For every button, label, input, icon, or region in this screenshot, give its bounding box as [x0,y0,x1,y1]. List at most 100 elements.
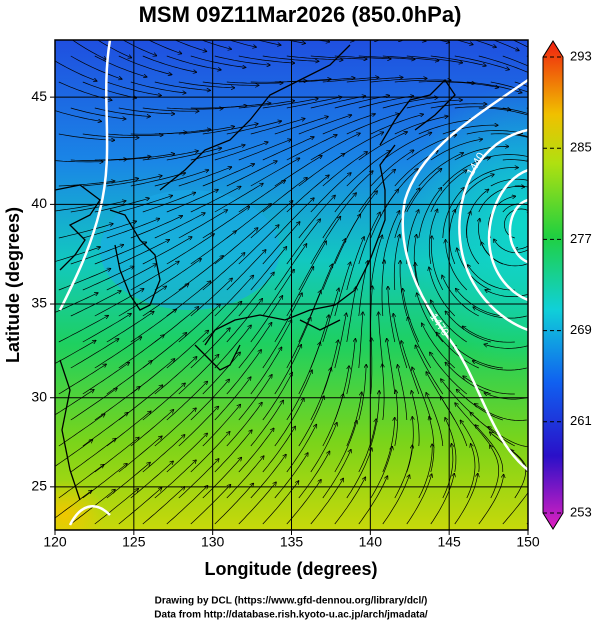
streamline [238,323,272,369]
streamline [322,152,367,187]
streamline [142,107,199,111]
streamline [346,77,403,83]
streamline [106,411,151,447]
streamline [214,483,254,525]
streamline [310,315,329,369]
streamline [82,413,128,447]
streamline [214,325,251,369]
streamline [70,339,119,369]
streamline [262,270,294,317]
y-tick-label: 45 [31,88,47,104]
streamline [475,425,504,473]
streamline [94,55,147,77]
streamline [346,40,354,41]
field: 1440 1470 [55,30,528,530]
streamline [488,427,528,448]
streamline [250,247,287,291]
streamline [262,320,292,369]
streamline [202,302,242,343]
streamline [454,55,509,70]
streamline [166,108,223,109]
streamline [454,474,478,525]
streamline [142,333,187,369]
streamline [398,365,408,421]
y-tick-label: 25 [31,478,47,494]
streamline [394,188,420,239]
streamline [382,55,439,61]
streamline [358,419,376,473]
streamline [286,219,321,265]
streamline [154,307,199,343]
y-axis-label: Latitude (degrees) [3,207,23,363]
streamline [346,151,390,187]
streamline [484,342,528,349]
streamline [226,121,281,135]
streamline [430,55,486,66]
streamline [82,314,131,343]
streamline [406,55,463,63]
colorbar-label: 293 [570,48,592,63]
streamline [412,367,432,421]
streamline [130,461,173,499]
streamline [358,312,363,369]
streamline [430,104,487,109]
streamline [118,488,162,525]
streamline [262,137,314,161]
streamline [323,30,378,40]
streamline [122,40,157,56]
streamline [214,103,271,109]
streamline [430,474,455,525]
colorbar-label: 253 [570,504,592,519]
streamline [466,212,480,265]
streamline [250,400,283,447]
streamline [226,299,262,343]
streamline [478,55,528,74]
x-tick-label: 145 [437,534,461,550]
streamline [58,465,104,499]
streamline [441,397,468,447]
streamline [408,317,432,369]
streamline [411,391,420,447]
streamline [490,445,500,499]
streamline [154,129,211,135]
streamline [238,55,295,63]
y-tick-label: 35 [31,295,47,311]
streamline [154,408,196,447]
streamline [490,81,528,93]
streamline [406,474,432,525]
streamline [70,55,122,79]
streamline [55,160,103,162]
streamline [322,193,356,239]
streamline [381,260,385,317]
streamline [202,164,255,187]
streamline [436,333,479,369]
credit: Drawing by DCL (https://www.gfd-dennou.o… [155,596,428,607]
streamline [470,413,515,447]
streamline [511,450,526,499]
streamline [94,489,139,525]
streamline [478,475,504,525]
streamline [70,107,126,119]
streamline [394,80,451,82]
streamline [481,242,527,267]
streamline [370,114,423,135]
streamline [346,237,364,291]
streamline [226,250,266,291]
streamline [154,170,209,187]
streamline [214,142,268,161]
contours [58,40,528,526]
streamline [238,101,295,109]
streamline [226,350,261,395]
streamline [286,425,317,473]
streamline [58,133,115,140]
streamline [118,286,167,317]
streamline [226,403,262,447]
streamline [130,173,186,187]
streamline [473,307,527,319]
streamline [310,368,331,421]
streamline [118,436,162,473]
colorbar-label: 261 [570,413,592,428]
streamline [358,476,388,525]
streamline [460,420,480,473]
streamline [286,40,305,43]
